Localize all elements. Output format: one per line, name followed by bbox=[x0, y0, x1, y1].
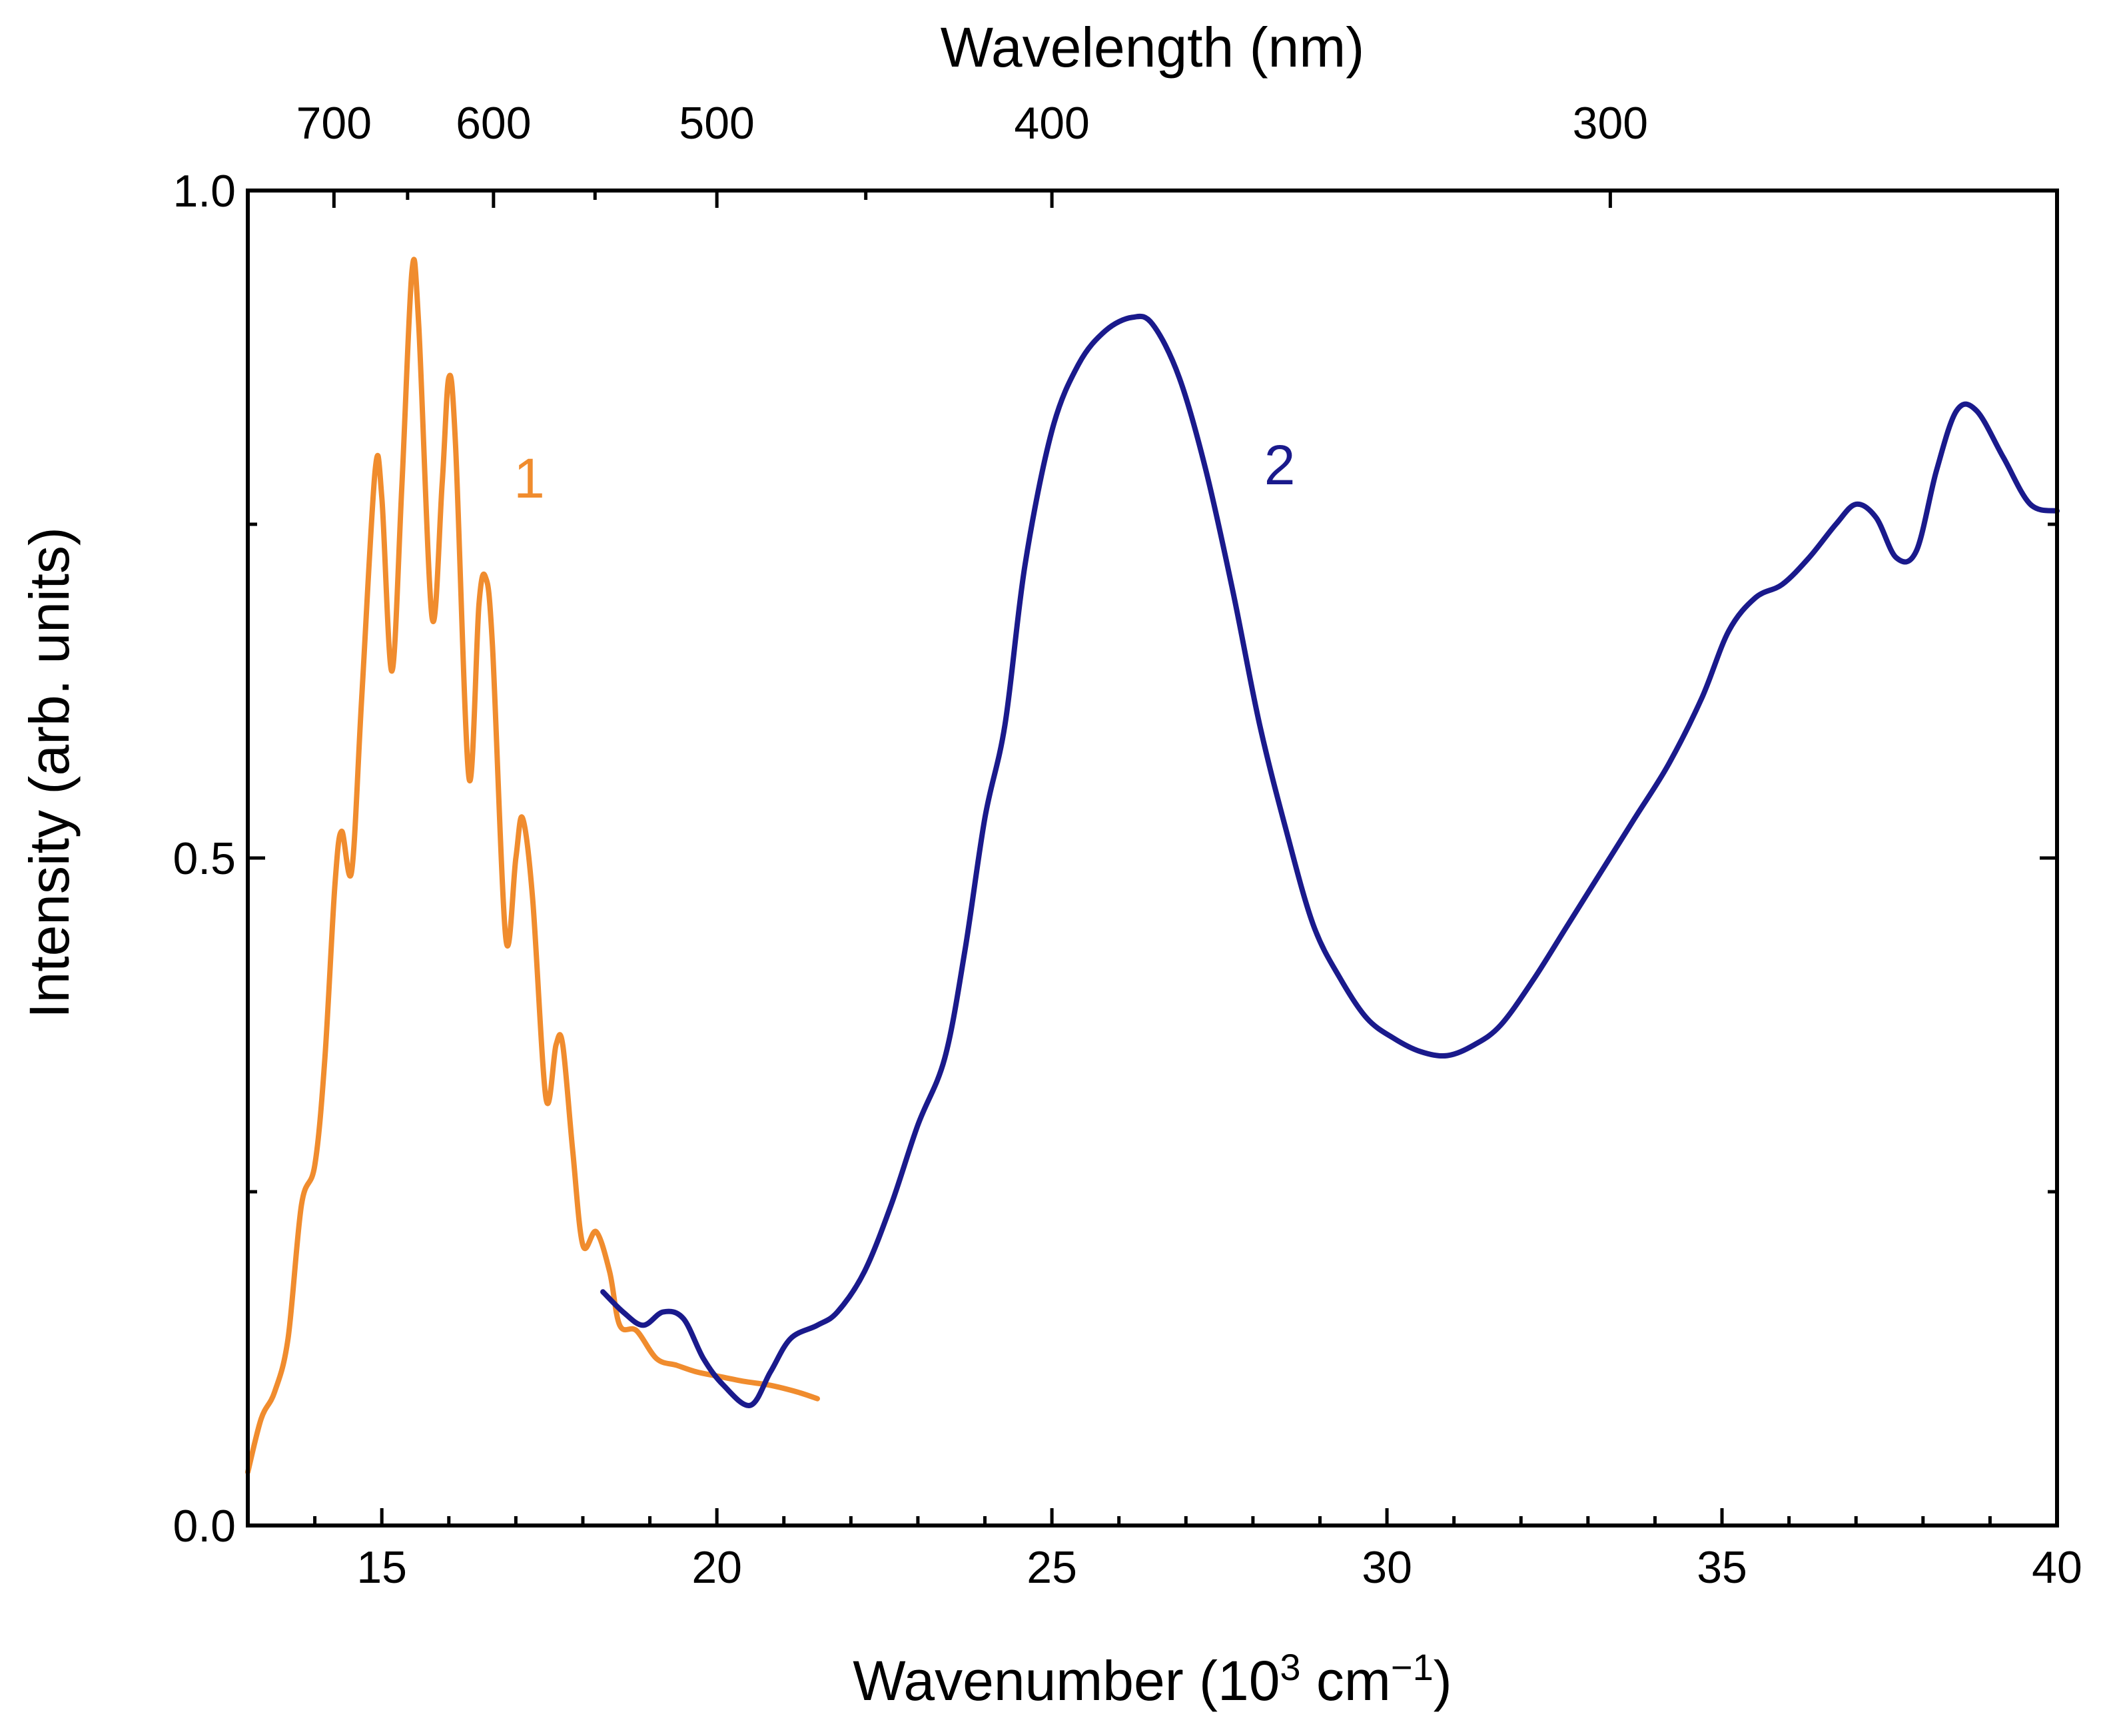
x-axis-title-base: Wavenumber (10 bbox=[853, 1649, 1280, 1712]
series-2-label: 2 bbox=[1264, 434, 1296, 496]
series-1-label: 1 bbox=[514, 447, 545, 510]
tick-labels: 15 20 25 30 35 40 0.0 0.5 1.0 700 600 500 400 300 bbox=[173, 98, 2082, 1593]
x-tick-label: 25 bbox=[1027, 1542, 1077, 1593]
x-tick-label: 20 bbox=[691, 1542, 742, 1593]
y-tick-label: 0.0 bbox=[173, 1501, 236, 1551]
series-1-line bbox=[245, 256, 820, 1475]
x-tick-label: 15 bbox=[356, 1542, 407, 1593]
x-tick-label: 35 bbox=[1697, 1542, 1747, 1593]
top-tick-label: 600 bbox=[456, 98, 531, 149]
top-tick-label: 700 bbox=[296, 98, 372, 149]
x-tick-label: 30 bbox=[1362, 1542, 1412, 1593]
series-2-line bbox=[600, 313, 2060, 1408]
x-axis-title-mid: cm bbox=[1301, 1649, 1391, 1712]
x-axis-title-sup2: −1 bbox=[1391, 1646, 1434, 1688]
x-axis-title-sup1: 3 bbox=[1280, 1646, 1300, 1688]
x-tick-label: 40 bbox=[2032, 1542, 2082, 1593]
top-tick-label: 400 bbox=[1014, 98, 1089, 149]
plot-frame bbox=[246, 189, 2059, 1527]
y-tick-label: 0.5 bbox=[173, 833, 236, 884]
y-axis-title: Intensity (arb. units) bbox=[18, 527, 81, 1019]
top-tick-label: 300 bbox=[1573, 98, 1648, 149]
axis-ticks bbox=[248, 189, 2059, 1527]
x-axis-title: Wavenumber (103 cm−1) bbox=[853, 1646, 1452, 1712]
top-x-axis-title: Wavelength (nm) bbox=[941, 16, 1364, 79]
top-tick-label: 500 bbox=[679, 98, 754, 149]
y-tick-label: 1.0 bbox=[173, 166, 236, 217]
x-axis-title-end: ) bbox=[1434, 1649, 1452, 1712]
